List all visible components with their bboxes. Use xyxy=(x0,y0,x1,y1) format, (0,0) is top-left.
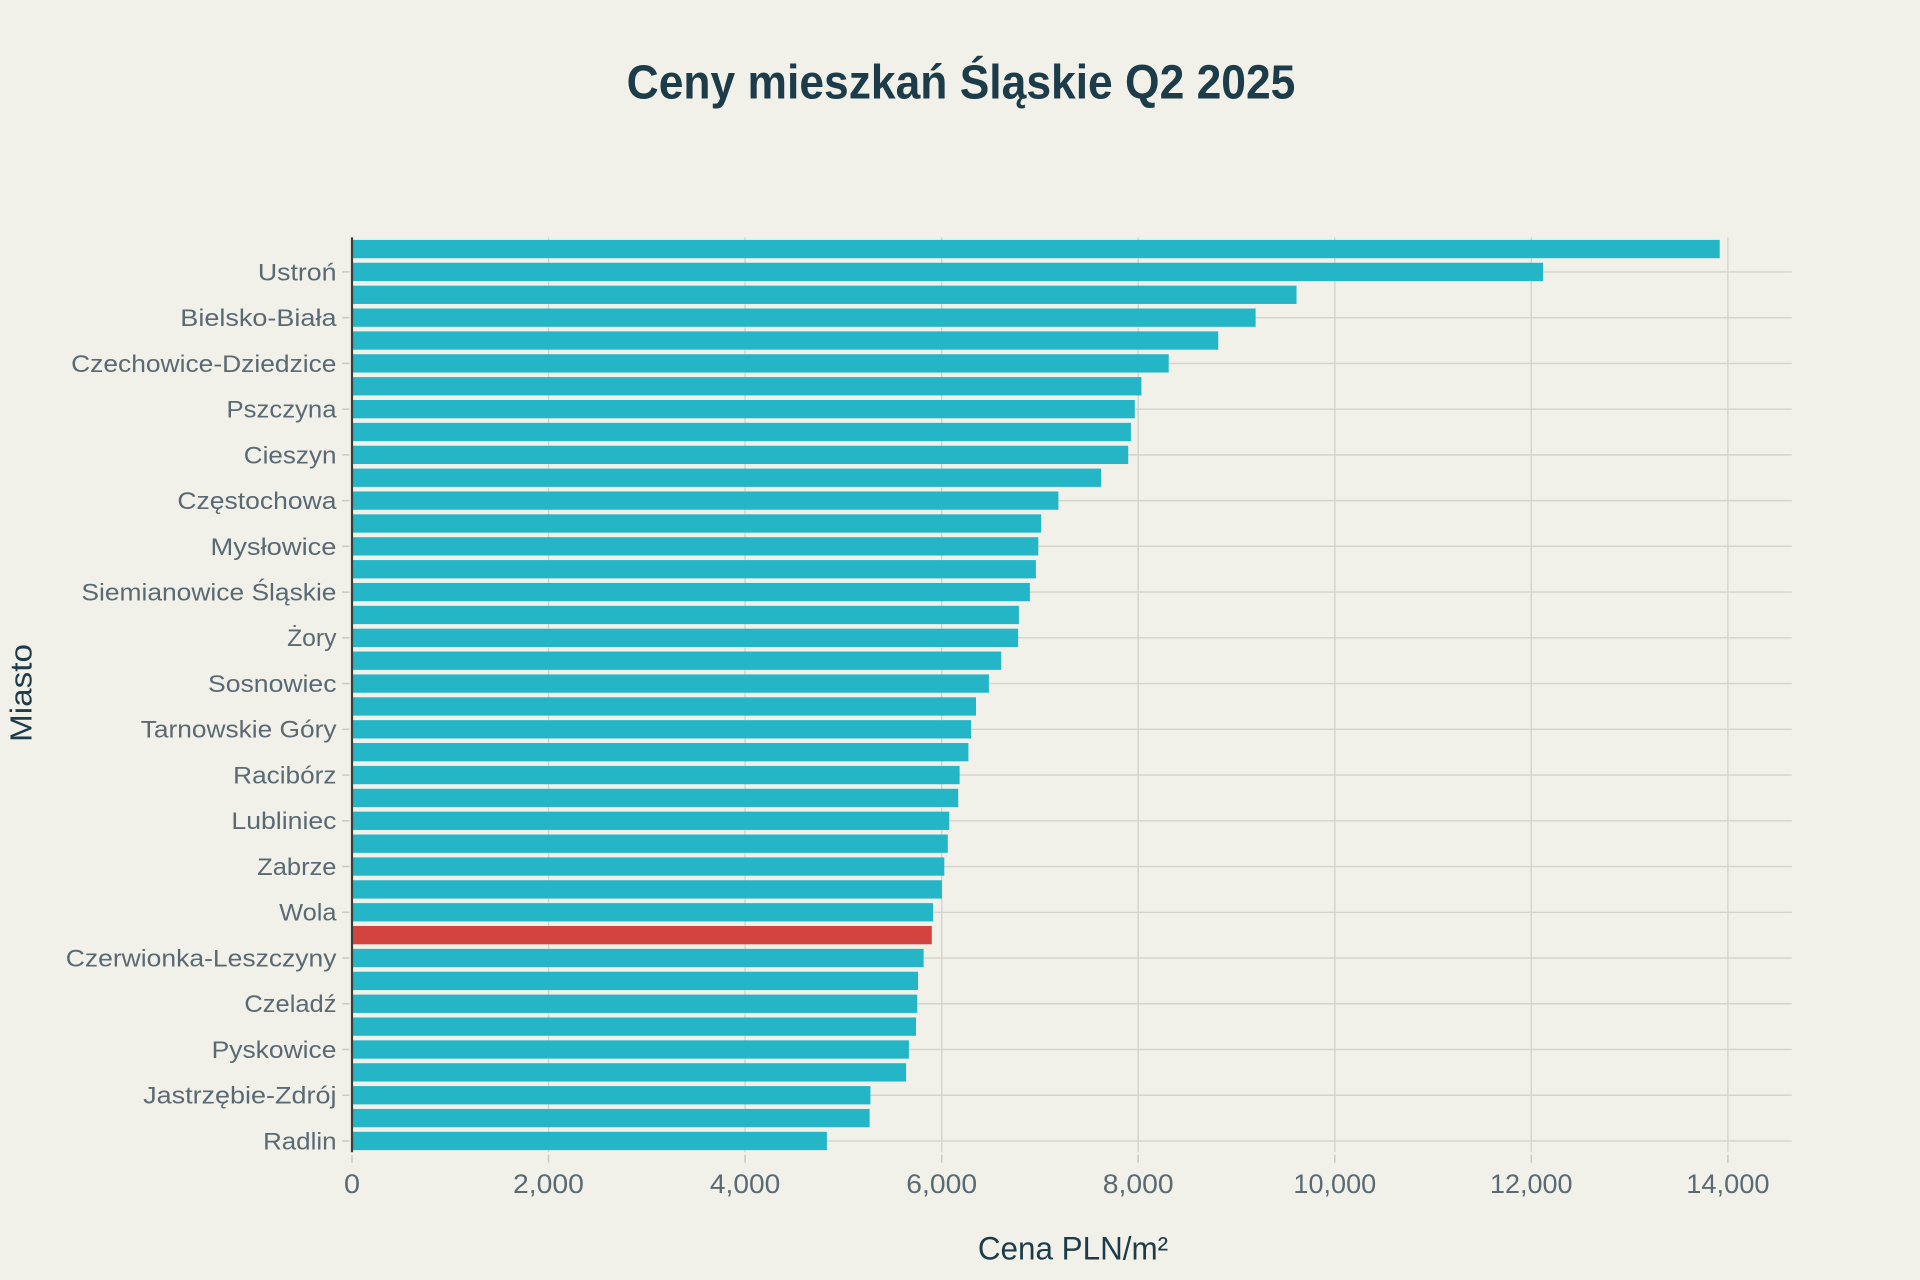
svg-text:4,000: 4,000 xyxy=(710,1169,780,1199)
svg-text:Zabrze: Zabrze xyxy=(257,854,336,881)
svg-text:Ceny mieszkań Śląskie Q2 2025: Ceny mieszkań Śląskie Q2 2025 xyxy=(627,55,1296,110)
svg-text:Tarnowskie Góry: Tarnowskie Góry xyxy=(141,717,338,744)
svg-text:Wola: Wola xyxy=(279,900,337,927)
svg-text:Racibórz: Racibórz xyxy=(233,762,336,789)
svg-text:Jastrzębie-Zdrój: Jastrzębie-Zdrój xyxy=(143,1083,336,1110)
svg-text:Miasto: Miasto xyxy=(3,644,38,742)
svg-text:Pszczyna: Pszczyna xyxy=(227,397,337,424)
svg-text:Czerwionka-Leszczyny: Czerwionka-Leszczyny xyxy=(66,945,338,972)
svg-text:2,000: 2,000 xyxy=(513,1169,584,1199)
svg-text:Sosnowiec: Sosnowiec xyxy=(208,671,337,698)
svg-text:Siemianowice Śląskie: Siemianowice Śląskie xyxy=(81,579,336,607)
svg-text:Lubliniec: Lubliniec xyxy=(231,808,336,835)
svg-text:Czeladź: Czeladź xyxy=(244,991,336,1018)
svg-text:14,000: 14,000 xyxy=(1686,1169,1769,1199)
svg-text:Ustroń: Ustroń xyxy=(258,259,337,286)
svg-text:Bielsko-Biała: Bielsko-Biała xyxy=(180,305,337,332)
svg-text:8,000: 8,000 xyxy=(1103,1169,1174,1199)
svg-text:Częstochowa: Częstochowa xyxy=(177,488,337,515)
svg-text:Radlin: Radlin xyxy=(263,1128,336,1155)
svg-text:12,000: 12,000 xyxy=(1490,1169,1573,1199)
svg-text:Cieszyn: Cieszyn xyxy=(244,442,337,469)
svg-text:10,000: 10,000 xyxy=(1293,1169,1376,1199)
svg-text:Cena PLN/m²: Cena PLN/m² xyxy=(978,1230,1169,1266)
svg-text:Żory: Żory xyxy=(287,625,337,652)
svg-text:Czechowice-Dziedzice: Czechowice-Dziedzice xyxy=(71,351,336,378)
svg-text:Mysłowice: Mysłowice xyxy=(211,534,337,561)
svg-text:Pyskowice: Pyskowice xyxy=(212,1037,337,1064)
svg-text:0: 0 xyxy=(344,1169,360,1199)
svg-text:6,000: 6,000 xyxy=(906,1169,977,1199)
